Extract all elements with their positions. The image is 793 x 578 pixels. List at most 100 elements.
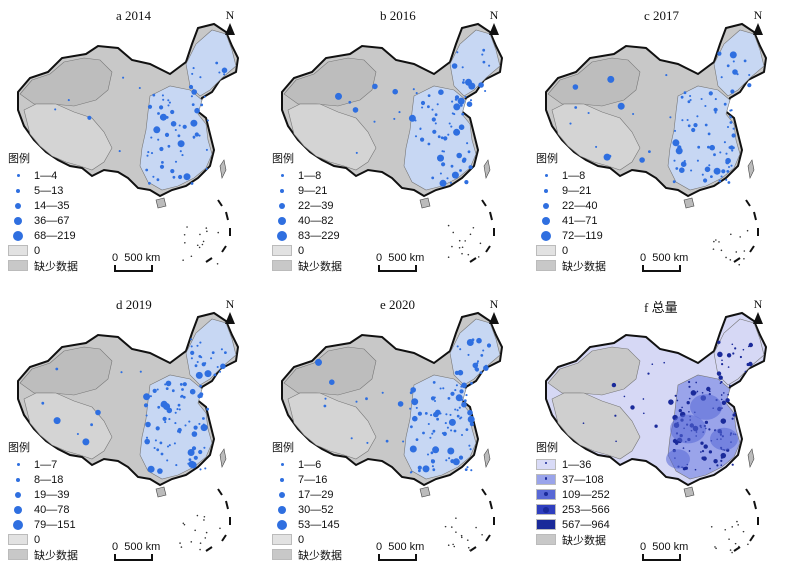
legend-symbol bbox=[272, 215, 292, 227]
data-point bbox=[680, 95, 684, 99]
data-point bbox=[430, 414, 433, 417]
data-point bbox=[713, 167, 721, 175]
province-region bbox=[713, 318, 765, 386]
data-point bbox=[174, 160, 178, 163]
legend-label: 0 bbox=[298, 244, 305, 257]
sea-island bbox=[182, 259, 184, 261]
data-point bbox=[722, 392, 725, 394]
legend-label: 1—6 bbox=[298, 458, 322, 471]
data-point bbox=[731, 133, 736, 138]
data-point bbox=[468, 82, 476, 90]
legend-dot bbox=[14, 505, 22, 514]
data-point bbox=[725, 160, 730, 165]
data-point bbox=[153, 446, 156, 450]
scale-label: 0 500 km bbox=[376, 252, 425, 264]
data-point bbox=[172, 175, 176, 179]
legend-label: 22—40 bbox=[562, 199, 598, 212]
data-point bbox=[607, 75, 615, 83]
legend-label: 72—119 bbox=[562, 229, 603, 242]
data-point bbox=[453, 103, 461, 111]
data-point bbox=[415, 406, 418, 409]
sea-island bbox=[447, 544, 450, 547]
data-point bbox=[204, 370, 212, 378]
data-point bbox=[385, 439, 389, 443]
data-point bbox=[725, 152, 728, 155]
data-point bbox=[431, 459, 434, 462]
data-point bbox=[693, 123, 698, 128]
data-point bbox=[446, 426, 449, 429]
data-point bbox=[408, 114, 416, 122]
legend-item: 14—35 bbox=[8, 198, 78, 213]
data-point bbox=[177, 403, 181, 407]
legend-swatch bbox=[536, 260, 556, 271]
legend-symbol bbox=[536, 215, 556, 227]
data-point bbox=[430, 396, 436, 401]
map-panel: c 2017 N 图例 1—8 9—21 22—40 41—71 72—119 0 缺少数据 0 5… bbox=[528, 0, 792, 289]
data-point bbox=[431, 117, 436, 122]
sea-island bbox=[734, 542, 737, 545]
data-point bbox=[720, 398, 723, 401]
boundary-dash bbox=[485, 245, 491, 253]
data-point bbox=[188, 458, 192, 462]
data-point bbox=[708, 91, 713, 96]
data-point bbox=[732, 69, 738, 75]
data-point bbox=[417, 465, 422, 470]
sea-island bbox=[203, 515, 206, 518]
data-point bbox=[145, 414, 148, 417]
legend-symbol bbox=[272, 170, 292, 182]
data-point bbox=[454, 389, 457, 392]
data-point bbox=[456, 51, 459, 54]
data-point bbox=[700, 451, 702, 453]
boundary-dash bbox=[205, 546, 213, 552]
legend-item-missing: 缺少数据 bbox=[272, 547, 342, 562]
boundary-dash bbox=[481, 199, 487, 207]
legend-dot bbox=[277, 519, 287, 530]
legend-dot bbox=[278, 216, 286, 225]
data-point bbox=[451, 421, 454, 424]
legend-label: 缺少数据 bbox=[298, 259, 342, 273]
map-panel: d 2019 N 图例 1—7 8—18 19—39 40—78 79—151 0 缺少数据 0 5… bbox=[0, 289, 264, 578]
legend-swatch bbox=[536, 474, 556, 485]
data-point bbox=[441, 162, 446, 167]
data-point bbox=[422, 465, 430, 473]
data-point bbox=[216, 365, 219, 369]
data-point bbox=[455, 384, 458, 387]
data-point bbox=[398, 111, 401, 114]
data-point bbox=[748, 342, 753, 348]
province-region bbox=[449, 29, 501, 97]
legend-item: 1—8 bbox=[536, 168, 606, 183]
data-point bbox=[707, 145, 710, 149]
data-point bbox=[366, 441, 369, 444]
data-point bbox=[482, 349, 485, 352]
sea-island bbox=[216, 262, 219, 265]
data-point bbox=[174, 128, 177, 132]
data-point bbox=[315, 358, 322, 366]
legend-item: 8—18 bbox=[8, 472, 78, 487]
data-point bbox=[200, 103, 204, 107]
data-point bbox=[721, 359, 723, 362]
legend-dot bbox=[13, 519, 23, 530]
data-point bbox=[177, 134, 181, 138]
data-point bbox=[223, 73, 226, 76]
data-point bbox=[673, 129, 677, 132]
legend-label: 253—566 bbox=[562, 503, 610, 516]
data-point bbox=[716, 371, 722, 376]
data-point bbox=[734, 347, 737, 350]
legend-swatch bbox=[8, 534, 28, 545]
island bbox=[419, 197, 431, 209]
data-point bbox=[419, 127, 422, 131]
data-point bbox=[486, 343, 492, 348]
data-point bbox=[457, 97, 465, 105]
data-point bbox=[736, 73, 739, 76]
data-point bbox=[178, 431, 181, 434]
data-point bbox=[147, 151, 150, 154]
data-point bbox=[688, 385, 691, 388]
sea-island bbox=[479, 242, 482, 245]
boundary-dash bbox=[225, 211, 229, 221]
data-point bbox=[470, 469, 473, 472]
legend-item: 567—964 bbox=[536, 517, 610, 532]
data-point bbox=[468, 165, 473, 170]
data-point bbox=[725, 178, 728, 181]
sea-island bbox=[451, 245, 453, 248]
north-label: N bbox=[753, 297, 763, 311]
